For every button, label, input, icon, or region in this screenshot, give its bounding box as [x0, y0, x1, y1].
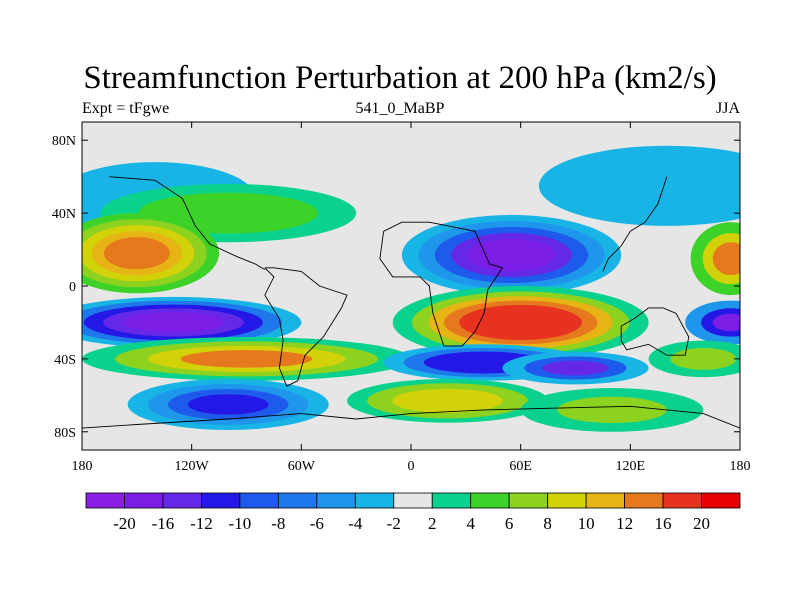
contour-region — [180, 350, 313, 368]
colorbar-swatch — [239, 492, 279, 509]
coastline-segment — [620, 307, 690, 356]
colorbar-swatch — [201, 492, 241, 509]
x-axis: 180 120W 60W 0 60E 120E 180 — [72, 122, 751, 474]
x-tick-label: 60E — [509, 459, 532, 474]
colorbar-label: 10 — [578, 514, 595, 533]
contour-region — [542, 360, 609, 376]
colorbar-swatch — [162, 492, 202, 509]
x-tick-label: 60W — [288, 459, 316, 474]
colorbar-label: -6 — [310, 514, 324, 533]
contour-region — [712, 313, 740, 332]
colorbar-label: 8 — [543, 514, 552, 533]
colorbar-label: 6 — [505, 514, 514, 533]
coastline-segment — [379, 221, 504, 347]
colorbar-swatch — [470, 492, 510, 509]
y-axis: 80N 40N 0 40S 80S — [52, 134, 740, 441]
x-tick-label: 0 — [408, 459, 415, 474]
colorbar-swatch — [85, 492, 125, 509]
coastline — [82, 176, 740, 429]
colorbar-label: 2 — [428, 514, 437, 533]
y-tick-label: 80S — [54, 426, 76, 441]
colorbar-swatch — [585, 492, 625, 509]
coastline-segment — [602, 176, 668, 272]
colorbar-swatch — [547, 492, 587, 509]
contour-region — [590, 161, 740, 210]
y-tick-label: 0 — [69, 280, 76, 295]
colorbar-label: 20 — [693, 514, 710, 533]
colorbar-label: -16 — [152, 514, 175, 533]
contour-region — [557, 396, 667, 424]
colorbar-swatch — [662, 492, 702, 509]
colorbar-label: -8 — [271, 514, 285, 533]
contour-region — [459, 304, 583, 340]
contour-region — [122, 312, 225, 333]
colorbar-label: -10 — [229, 514, 252, 533]
colorbar-swatch — [124, 492, 164, 509]
contour-region — [670, 347, 737, 370]
y-tick-label: 40N — [52, 207, 76, 222]
colorbar: -20 -16 -12 -10 -8 -6 -4 -2 2 4 6 8 10 12 16 20 — [85, 492, 741, 533]
coastline-segment — [82, 405, 740, 429]
colorbar-swatch — [701, 492, 741, 509]
contour-region — [392, 388, 503, 413]
y-tick-label: 80N — [52, 134, 76, 149]
colorbar-swatch — [508, 492, 549, 509]
chart-title: Streamfunction Perturbation at 200 hPa (… — [83, 60, 717, 96]
colorbar-label: 4 — [466, 514, 475, 533]
contour-region — [103, 237, 170, 270]
season-label: JJA — [715, 100, 740, 117]
contour-fields — [82, 145, 740, 432]
x-tick-label: 120W — [175, 459, 210, 474]
contour-region — [712, 242, 740, 276]
colorbar-label: 12 — [616, 514, 633, 533]
experiment-label: Expt = tFgwe — [82, 100, 170, 117]
colorbar-swatch — [316, 492, 356, 509]
x-tick-label: 120E — [616, 459, 646, 474]
colorbar-swatch — [431, 492, 472, 509]
x-tick-label: 180 — [730, 459, 751, 474]
contour-region — [188, 394, 269, 415]
colorbar-swatch — [624, 492, 664, 509]
coastline-segment — [109, 176, 266, 270]
coastline-segment — [264, 267, 348, 387]
colorbar-label: -4 — [348, 514, 363, 533]
y-tick-label: 40S — [54, 353, 76, 368]
colorbar-label: -2 — [387, 514, 401, 533]
case-label: 541_0_MaBP — [355, 100, 445, 117]
colorbar-label: 16 — [655, 514, 672, 533]
colorbar-label: -20 — [113, 514, 136, 533]
x-tick-label: 180 — [72, 459, 93, 474]
colorbar-swatch — [393, 492, 433, 509]
colorbar-swatch — [354, 492, 395, 509]
colorbar-swatch — [277, 492, 318, 509]
colorbar-label: -12 — [190, 514, 213, 533]
